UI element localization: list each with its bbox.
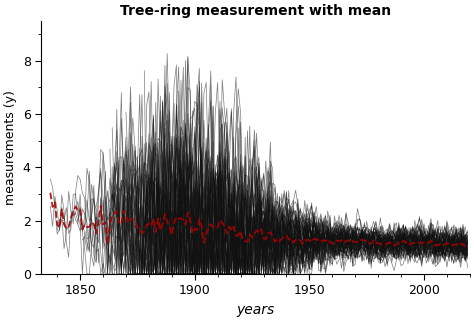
- X-axis label: years: years: [237, 303, 274, 317]
- Y-axis label: measurements (y): measurements (y): [4, 90, 17, 205]
- Title: Tree-ring measurement with mean: Tree-ring measurement with mean: [120, 4, 391, 18]
